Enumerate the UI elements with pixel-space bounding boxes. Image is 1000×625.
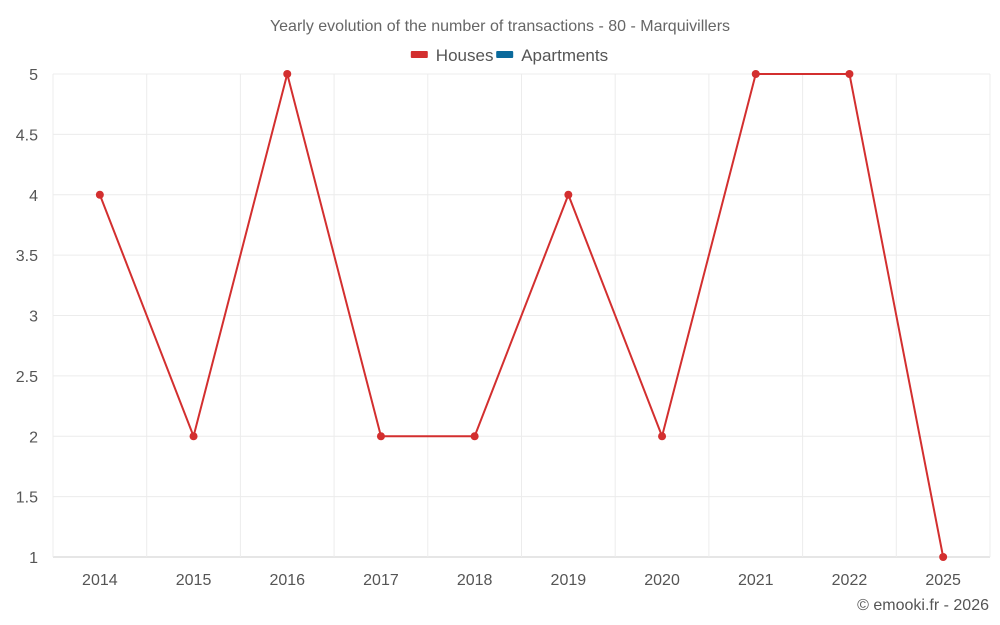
data-point[interactable] — [564, 190, 573, 199]
data-point[interactable] — [845, 70, 854, 78]
series-line-houses — [98, 73, 945, 558]
x-tick-label: 2016 — [269, 572, 305, 589]
legend: Houses Apartments — [410, 46, 608, 65]
x-tick-label: 2020 — [644, 572, 680, 589]
x-tick-label: 2018 — [457, 572, 493, 589]
y-tick-label: 5 — [29, 67, 38, 84]
data-point[interactable] — [751, 70, 760, 78]
x-tick-label: 2022 — [832, 572, 868, 589]
y-tick-label: 4 — [29, 188, 38, 205]
x-tick-label: 2014 — [82, 572, 118, 589]
x-tick-label: 2015 — [176, 572, 212, 589]
data-point[interactable] — [939, 553, 948, 561]
y-tick-label: 1.5 — [16, 490, 38, 507]
x-tick-label: 2021 — [738, 572, 774, 589]
data-point[interactable] — [470, 432, 479, 441]
legend-swatch — [410, 51, 428, 58]
x-tick-label: 2025 — [925, 572, 961, 589]
y-tick-label: 3 — [29, 309, 38, 326]
y-tick-label: 3.5 — [16, 248, 38, 265]
legend-item-houses[interactable]: Houses — [410, 46, 494, 65]
data-point[interactable] — [658, 432, 667, 441]
data-point[interactable] — [95, 190, 104, 199]
y-tick-label: 1 — [29, 550, 38, 567]
y-tick-label: 2 — [29, 429, 38, 446]
legend-label: Houses — [436, 46, 494, 65]
chart-title: Yearly evolution of the number of transa… — [270, 18, 730, 35]
x-axis-ticks: 2014 2015 2016 2017 2018 2019 2020 2021 2022 2025 — [82, 572, 961, 589]
series-layer — [95, 70, 948, 561]
x-tick-label: 2019 — [551, 572, 587, 589]
x-tick-label: 2017 — [363, 572, 399, 589]
data-point[interactable] — [376, 432, 385, 441]
data-point[interactable] — [189, 432, 198, 441]
y-tick-label: 4.5 — [16, 127, 38, 144]
legend-item-apartments[interactable]: Apartments — [496, 46, 608, 65]
legend-swatch — [496, 51, 514, 58]
y-tick-label: 2.5 — [16, 369, 38, 386]
data-point[interactable] — [283, 70, 292, 78]
y-axis-ticks: 1 1.5 2 2.5 3 3.5 4 4.5 5 — [16, 67, 38, 567]
credit-text: © emooki.fr - 2026 — [857, 597, 989, 614]
legend-label: Apartments — [521, 46, 608, 65]
